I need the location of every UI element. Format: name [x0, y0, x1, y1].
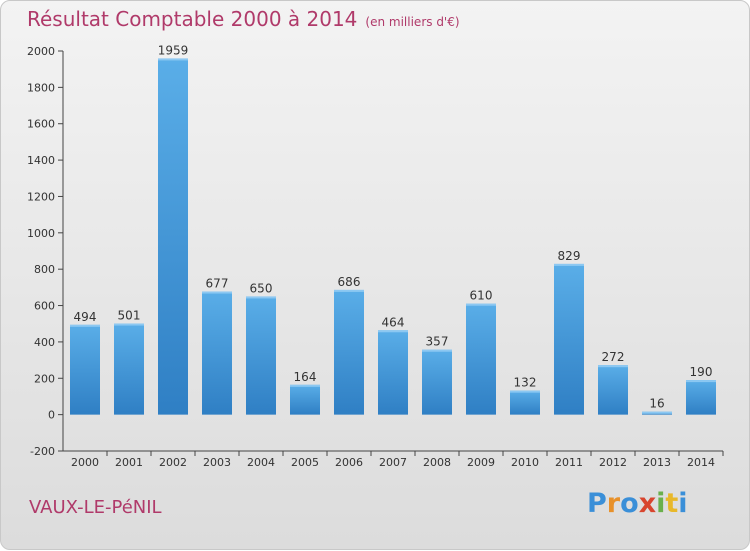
- bar-2005: [290, 384, 320, 415]
- bar-value-label: 494: [74, 310, 97, 324]
- bar-2006: [334, 289, 364, 415]
- x-tick-label: 2013: [643, 456, 671, 469]
- chart-title-block: Résultat Comptable 2000 à 2014 (en millie…: [27, 7, 460, 31]
- bars: [70, 58, 716, 415]
- bar-highlight: [554, 263, 584, 266]
- y-tick-label: 1400: [27, 154, 55, 167]
- y-tick-label: 1800: [27, 81, 55, 94]
- y-tick-label: 600: [34, 300, 55, 313]
- proxiti-logo: Proxiti: [587, 488, 688, 519]
- bar-value-label: 464: [382, 315, 405, 329]
- bar-highlight: [70, 324, 100, 327]
- y-tick-label: -200: [30, 445, 55, 458]
- bar-2010: [510, 390, 540, 415]
- bar-highlight: [642, 411, 672, 414]
- logo-letter: P: [587, 488, 607, 519]
- y-tick-label: 1200: [27, 190, 55, 203]
- bar-highlight: [202, 291, 232, 294]
- bar-2001: [114, 323, 144, 415]
- y-tick-label: 2000: [27, 45, 55, 58]
- x-tick-label: 2005: [291, 456, 319, 469]
- bar-2014: [686, 380, 716, 415]
- bar-value-label: 501: [118, 309, 141, 323]
- bar-highlight: [246, 296, 276, 299]
- x-tick-label: 2007: [379, 456, 407, 469]
- x-tick-label: 2011: [555, 456, 583, 469]
- bar-highlight: [378, 330, 408, 333]
- bar-value-label: 677: [206, 277, 229, 291]
- bar-value-label: 650: [250, 281, 273, 295]
- x-tick-label: 2001: [115, 456, 143, 469]
- bar-highlight: [422, 349, 452, 352]
- y-tick-label: 1000: [27, 227, 55, 240]
- logo-letter: x: [638, 488, 657, 519]
- logo-letter: o: [620, 488, 639, 519]
- bar-highlight: [510, 390, 540, 393]
- y-tick-label: 400: [34, 336, 55, 349]
- bar-value-label: 190: [690, 365, 713, 379]
- chart-title: Résultat Comptable 2000 à 2014: [27, 7, 358, 31]
- x-tick-label: 2010: [511, 456, 539, 469]
- bar-2008: [422, 349, 452, 415]
- bar-highlight: [598, 365, 628, 368]
- axes: -200 0 200 400 600 800 1000 1200 1400 1600 1800 200…: [27, 45, 724, 469]
- bar-highlight: [686, 380, 716, 383]
- bar-2012: [598, 365, 628, 415]
- chart-subtitle: (en milliers d'€): [365, 15, 460, 29]
- x-tick-label: 2009: [467, 456, 495, 469]
- logo-letter: t: [665, 488, 679, 519]
- bar-2002: [158, 58, 188, 415]
- bar-2009: [466, 303, 496, 415]
- bar-highlight: [290, 384, 320, 387]
- bar-2003: [202, 291, 232, 415]
- bar-value-label: 1959: [158, 43, 189, 57]
- bar-2000: [70, 324, 100, 415]
- logo-letter: r: [606, 488, 621, 519]
- y-tick-label: 200: [34, 372, 55, 385]
- bar-value-label: 829: [558, 249, 581, 263]
- y-tick-label: 1600: [27, 118, 55, 131]
- x-tick-label: 2012: [599, 456, 627, 469]
- bar-value-label: 132: [514, 376, 537, 390]
- x-tick-label: 2008: [423, 456, 451, 469]
- logo-letter: i: [656, 488, 666, 519]
- x-tick-label: 2006: [335, 456, 363, 469]
- bar-2007: [378, 330, 408, 415]
- y-tick-label: 0: [48, 409, 55, 422]
- bar-value-label: 164: [294, 370, 317, 384]
- bar-value-label: 357: [426, 335, 449, 349]
- bar-value-label: 272: [602, 350, 625, 364]
- bar-value-label: 610: [470, 289, 493, 303]
- x-tick-label: 2003: [203, 456, 231, 469]
- y-tick-label: 800: [34, 263, 55, 276]
- x-tick-label: 2004: [247, 456, 275, 469]
- x-tick-label: 2002: [159, 456, 187, 469]
- bar-highlight: [114, 323, 144, 326]
- bar-highlight: [466, 303, 496, 306]
- bar-2004: [246, 296, 276, 415]
- bar-value-label: 16: [649, 397, 664, 411]
- bar-highlight: [334, 289, 364, 292]
- place-name: VAUX-LE-PéNIL: [29, 497, 162, 518]
- x-tick-label: 2014: [687, 456, 715, 469]
- logo-letter: i: [678, 488, 688, 519]
- bar-highlight: [158, 58, 188, 61]
- bar-value-label: 686: [338, 275, 361, 289]
- x-tick-label: 2000: [71, 456, 99, 469]
- data-labels: 494 501 1959 677 650 164 686 464 357 610 132 829 272…: [74, 43, 713, 410]
- bar-2011: [554, 263, 584, 415]
